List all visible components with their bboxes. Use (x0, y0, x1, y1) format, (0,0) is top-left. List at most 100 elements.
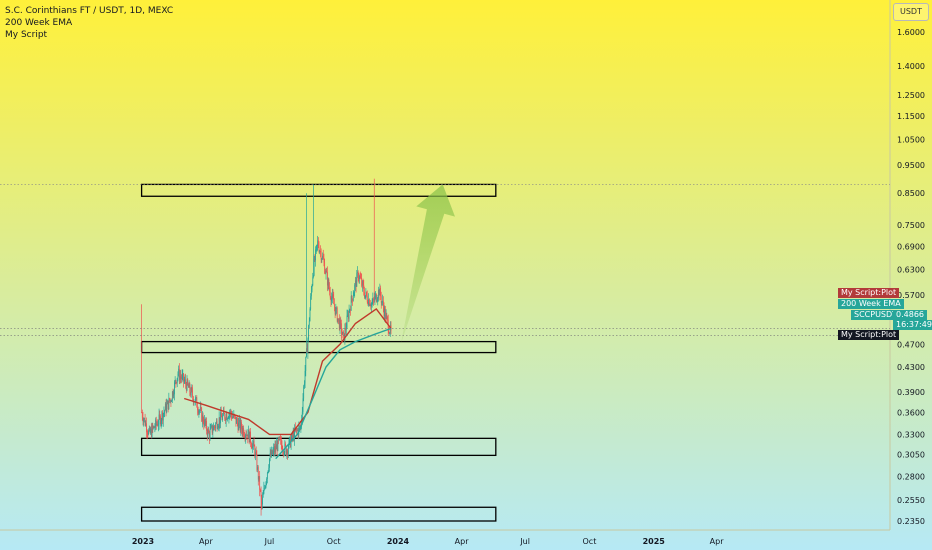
candle (261, 494, 263, 510)
candle-body (141, 412, 143, 414)
y-tick-label: 0.4700 (897, 340, 925, 349)
candle-body (276, 444, 277, 450)
candle-body (368, 299, 370, 305)
candle (177, 371, 179, 382)
candle-body (295, 428, 297, 431)
candle-body (382, 300, 384, 308)
candle (168, 392, 170, 410)
candle-body (160, 420, 162, 425)
candle-body (146, 431, 148, 434)
candle-body (199, 407, 201, 411)
candle (265, 481, 267, 489)
candle-body (231, 414, 233, 419)
candle (157, 419, 159, 432)
candle (317, 235, 319, 251)
currency-button[interactable]: USDT (893, 3, 929, 21)
candle (260, 486, 262, 516)
candle (357, 270, 359, 282)
candle (345, 322, 347, 335)
candle (341, 319, 342, 341)
candle-body (314, 258, 316, 261)
candle (382, 294, 384, 306)
candle-body (315, 249, 316, 261)
ema-200w-line (275, 327, 392, 460)
projection-arrow[interactable] (400, 184, 455, 345)
candle (359, 274, 360, 284)
candle (188, 382, 189, 388)
candle-body (362, 281, 364, 286)
candle-body (186, 379, 188, 391)
candle (178, 365, 180, 377)
candle (249, 431, 251, 443)
candle (258, 476, 260, 482)
candle-body (168, 398, 170, 409)
candle-body (383, 307, 385, 317)
candle (370, 300, 372, 310)
candle (320, 248, 322, 264)
candle-body (247, 434, 249, 439)
candle-body (198, 410, 200, 414)
candle (306, 193, 307, 358)
candle (153, 425, 155, 429)
candle (259, 488, 261, 493)
candle (348, 304, 350, 322)
candle (223, 406, 225, 414)
candle-body (271, 449, 273, 455)
candle-body (321, 258, 323, 260)
candle-body (323, 259, 325, 263)
candle (225, 417, 226, 425)
my-script-plot-tag-lower: My Script:Plot (838, 330, 900, 340)
candle-body (354, 280, 356, 285)
candle-body (243, 435, 245, 437)
indicator-ema-label[interactable]: 200 Week EMA (5, 18, 73, 28)
candle-body (192, 396, 194, 403)
zone-box-3[interactable] (140, 437, 497, 457)
candle-body (180, 375, 182, 378)
candle (271, 446, 272, 458)
candle-body (157, 423, 159, 426)
x-tick-label: Apr (455, 537, 470, 546)
indicator-script-label[interactable]: My Script (5, 30, 48, 40)
candle-body (274, 446, 276, 453)
candle-body (258, 476, 260, 480)
candle (224, 412, 226, 421)
candle (217, 423, 219, 430)
candle (322, 249, 324, 260)
candle (184, 374, 186, 385)
candle-body (290, 439, 292, 448)
candle-body (215, 421, 217, 424)
candle-body (259, 489, 261, 491)
candle-body (385, 315, 387, 319)
candle-body (299, 425, 300, 427)
candle-body (312, 276, 314, 286)
candle-body (262, 497, 263, 505)
zone-box-4[interactable] (140, 506, 497, 522)
symbol-title[interactable]: S.C. Corinthians FT / USDT, 1D, MEXC (5, 6, 174, 16)
candle-body (303, 383, 305, 387)
candle (220, 406, 222, 418)
candle-body (208, 429, 210, 434)
candle (378, 288, 380, 301)
candle-body (148, 428, 150, 431)
candle-body (182, 373, 184, 375)
candle-body (155, 419, 157, 425)
candle-body (163, 411, 165, 414)
candle (154, 423, 156, 433)
candle-body (347, 314, 349, 316)
candle (232, 411, 233, 419)
candle-body (229, 411, 231, 413)
candle-body (319, 250, 321, 253)
candle (143, 417, 145, 427)
candle (281, 440, 283, 452)
candle (196, 395, 198, 408)
candle (241, 419, 242, 435)
candle-body (283, 451, 284, 454)
candle (275, 440, 277, 455)
candle-body (307, 339, 309, 353)
candle-body (386, 315, 388, 317)
candle (242, 426, 244, 438)
candle-body (213, 425, 215, 427)
x-tick-label: Jul (264, 537, 275, 546)
candle (191, 386, 193, 393)
